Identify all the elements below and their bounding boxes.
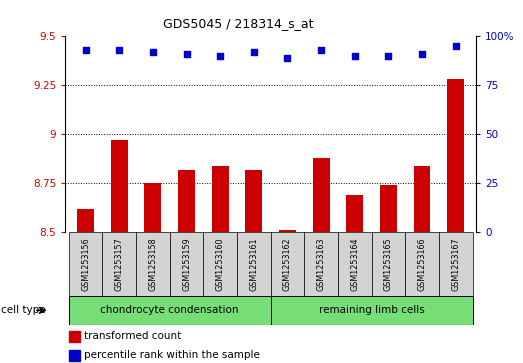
Bar — [111, 140, 128, 363]
Bar — [279, 231, 296, 363]
Point — [82, 47, 90, 53]
Point — [115, 47, 123, 53]
Bar — [414, 166, 430, 363]
Title: GDS5045 / 218314_s_at: GDS5045 / 218314_s_at — [163, 17, 313, 30]
Bar — [70, 350, 79, 361]
Bar — [439, 232, 473, 296]
Text: GSM1253160: GSM1253160 — [215, 237, 225, 291]
Text: GSM1253157: GSM1253157 — [115, 237, 124, 291]
Point — [451, 43, 460, 49]
Text: GSM1253164: GSM1253164 — [350, 237, 359, 291]
Bar — [237, 232, 271, 296]
Text: cell type: cell type — [1, 305, 46, 315]
Bar — [77, 209, 94, 363]
Text: chondrocyte condensation: chondrocyte condensation — [100, 305, 239, 315]
Text: remaining limb cells: remaining limb cells — [319, 305, 425, 315]
Bar — [69, 232, 103, 296]
Bar — [136, 232, 169, 296]
Bar — [178, 170, 195, 363]
Bar — [271, 232, 304, 296]
Text: percentile rank within the sample: percentile rank within the sample — [84, 350, 260, 360]
Text: GSM1253167: GSM1253167 — [451, 237, 460, 291]
Point — [283, 55, 292, 61]
Text: GSM1253156: GSM1253156 — [81, 237, 90, 291]
Bar — [346, 195, 363, 363]
Bar — [271, 296, 473, 325]
Bar — [447, 79, 464, 363]
Point — [418, 51, 426, 57]
Bar — [245, 170, 262, 363]
Text: transformed count: transformed count — [84, 331, 181, 340]
Bar — [69, 296, 271, 325]
Point — [183, 51, 191, 57]
Text: GSM1253159: GSM1253159 — [182, 237, 191, 291]
Bar — [169, 232, 203, 296]
Text: GSM1253163: GSM1253163 — [316, 237, 326, 291]
Bar — [70, 331, 79, 342]
Bar — [304, 232, 338, 296]
Bar — [103, 232, 136, 296]
Bar — [144, 183, 161, 363]
Point — [350, 53, 359, 59]
Point — [149, 49, 157, 55]
Bar — [372, 232, 405, 296]
Bar — [338, 232, 372, 296]
Text: GSM1253162: GSM1253162 — [283, 237, 292, 291]
Text: GSM1253158: GSM1253158 — [149, 237, 157, 291]
Text: GSM1253165: GSM1253165 — [384, 237, 393, 291]
Text: GSM1253161: GSM1253161 — [249, 237, 258, 291]
Bar — [212, 166, 229, 363]
Point — [249, 49, 258, 55]
Point — [317, 47, 325, 53]
Bar — [313, 158, 329, 363]
Bar — [405, 232, 439, 296]
Bar — [380, 185, 397, 363]
Text: GSM1253166: GSM1253166 — [417, 237, 427, 291]
Point — [216, 53, 224, 59]
Bar — [203, 232, 237, 296]
Point — [384, 53, 393, 59]
